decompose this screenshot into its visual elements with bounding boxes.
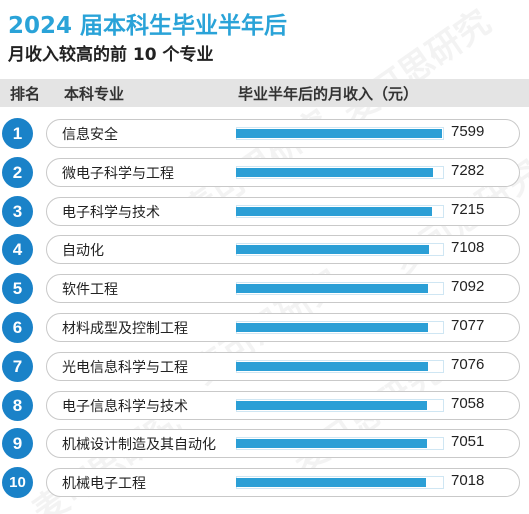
rank-badge: 2 bbox=[2, 156, 33, 188]
chart-row: 7 光电信息科学与工程 7076 bbox=[0, 350, 529, 383]
chart-row: 4 自动化 7108 bbox=[0, 234, 529, 266]
major-label: 电子科学与技术 bbox=[62, 204, 160, 221]
major-label: 微电子科学与工程 bbox=[62, 165, 174, 182]
income-bar bbox=[236, 361, 428, 371]
rank-badge: 1 bbox=[2, 118, 33, 149]
income-bar bbox=[236, 478, 426, 488]
income-value: 7215 bbox=[451, 200, 485, 218]
income-value: 7108 bbox=[451, 239, 485, 257]
major-label: 机械设计制造及其自动化 bbox=[62, 437, 216, 454]
income-bar bbox=[236, 206, 432, 216]
rank-badge: 6 bbox=[2, 312, 33, 343]
header-income: 毕业半年后的月收入（元） bbox=[238, 85, 419, 103]
major-label: 机械电子工程 bbox=[62, 476, 146, 493]
header-rank: 排名 bbox=[10, 85, 41, 103]
income-bar bbox=[236, 245, 429, 255]
header-major: 本科专业 bbox=[64, 85, 125, 103]
income-bar bbox=[236, 400, 427, 410]
chart-row: 3 电子科学与技术 7215 bbox=[0, 195, 529, 228]
chart-row: 9 机械设计制造及其自动化 7051 bbox=[0, 428, 529, 460]
major-label: 材料成型及控制工程 bbox=[62, 321, 188, 337]
rank-badge: 9 bbox=[2, 428, 33, 460]
income-value: 7058 bbox=[451, 394, 485, 412]
rank-badge: 7 bbox=[2, 350, 33, 382]
chart-title: 2024 届本科生毕业半年后 bbox=[8, 13, 288, 39]
chart-row: 5 软件工程 7092 bbox=[0, 273, 529, 305]
income-bar bbox=[236, 167, 433, 177]
income-bar bbox=[236, 284, 428, 294]
rank-badge: 4 bbox=[2, 234, 33, 266]
income-value: 7018 bbox=[451, 472, 485, 490]
major-label: 自动化 bbox=[62, 243, 104, 260]
income-value: 7077 bbox=[451, 317, 485, 334]
major-label: 软件工程 bbox=[62, 282, 118, 299]
income-value: 7051 bbox=[451, 433, 485, 451]
rank-badge: 10 bbox=[2, 467, 33, 499]
income-value: 7076 bbox=[451, 355, 485, 373]
rank-badge: 3 bbox=[2, 195, 33, 227]
rank-badge: 5 bbox=[2, 273, 33, 305]
chart-row: 6 材料成型及控制工程 7077 bbox=[0, 312, 529, 344]
income-value: 7092 bbox=[451, 278, 485, 296]
major-label: 电子信息科学与技术 bbox=[62, 398, 188, 415]
income-value: 7599 bbox=[451, 123, 485, 140]
table-header: 排名 本科专业 毕业半年后的月收入（元） bbox=[0, 79, 529, 107]
major-label: 光电信息科学与工程 bbox=[62, 359, 188, 376]
rank-badge: 8 bbox=[2, 389, 33, 421]
income-bar bbox=[236, 129, 442, 138]
chart-row: 2 微电子科学与工程 7282 bbox=[0, 156, 529, 189]
chart-row: 10 机械电子工程 7018 bbox=[0, 467, 529, 499]
income-value: 7282 bbox=[451, 161, 485, 179]
income-bar bbox=[236, 323, 428, 332]
watermark: 麦可思研究 bbox=[335, 2, 499, 133]
chart-row: 8 电子信息科学与技术 7058 bbox=[0, 389, 529, 422]
income-bar bbox=[236, 439, 427, 449]
major-label: 信息安全 bbox=[62, 127, 118, 143]
chart-row: 1 信息安全 7599 bbox=[0, 118, 529, 150]
chart-subtitle: 月收入较高的前 10 个专业 bbox=[8, 45, 214, 65]
